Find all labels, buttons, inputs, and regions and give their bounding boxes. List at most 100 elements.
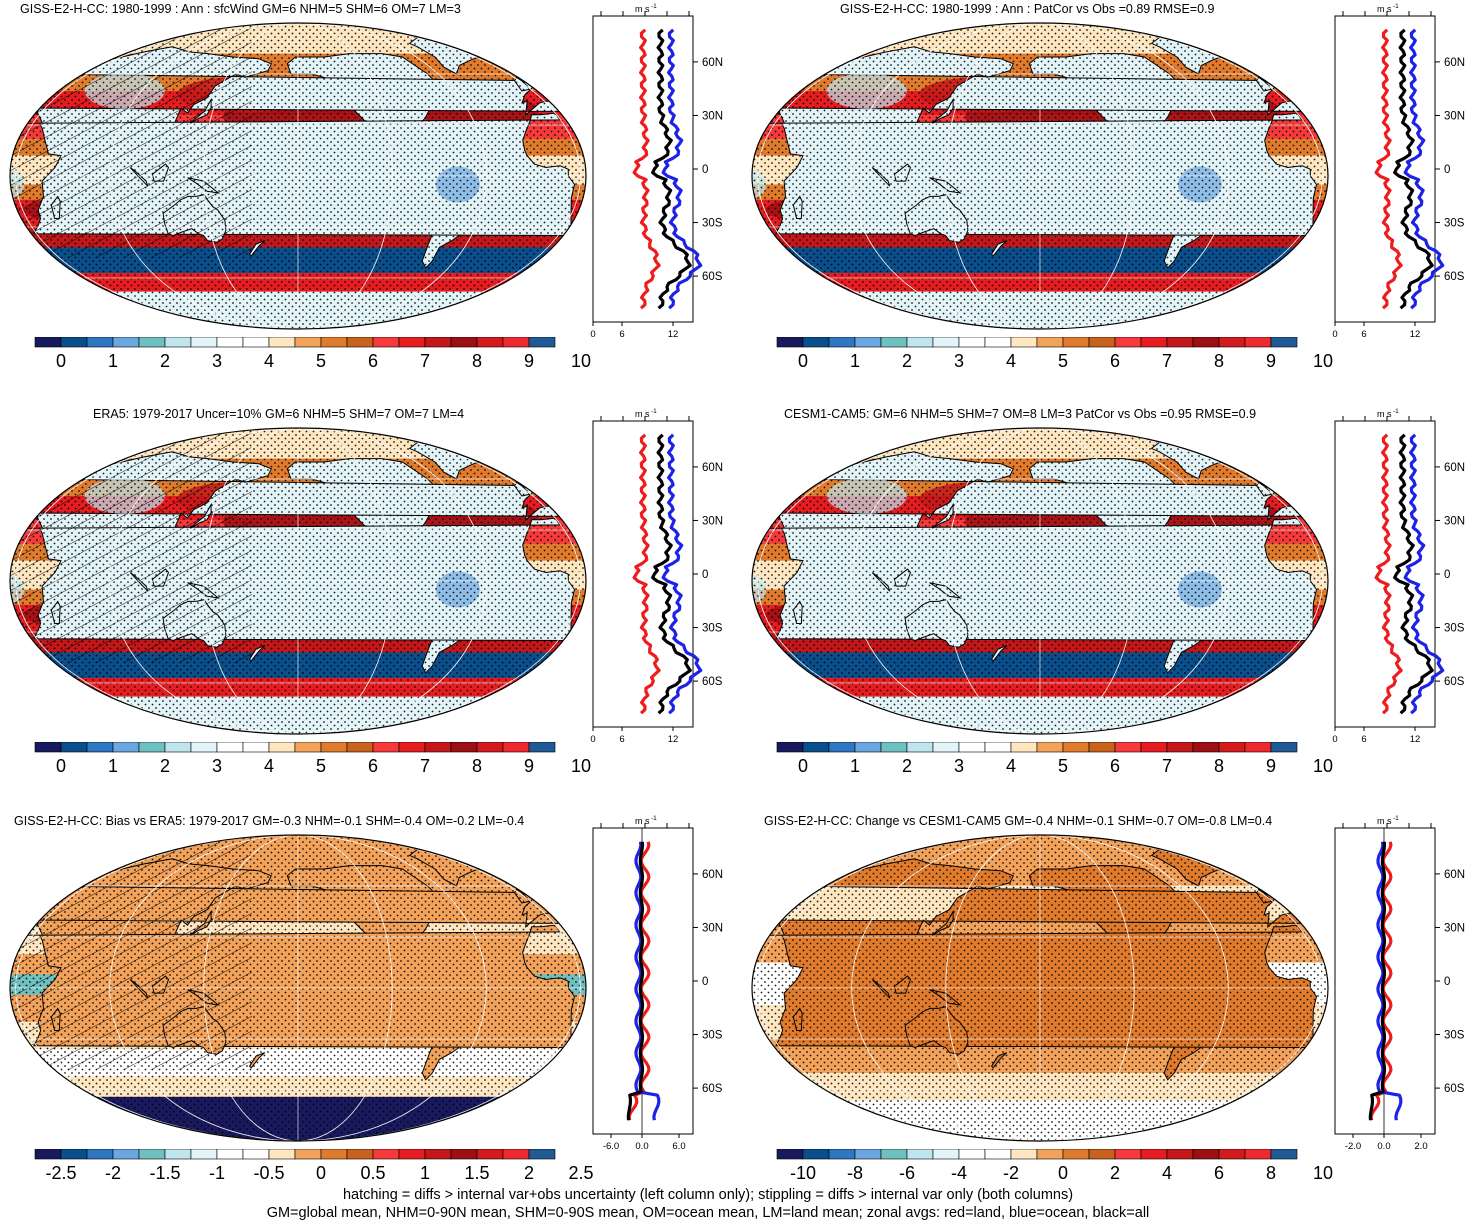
colorbar-cell [372, 1149, 400, 1160]
colorbar-cell [1244, 1149, 1272, 1160]
x-tick-label: 6 [619, 734, 624, 745]
colorbar-label: 2 [160, 756, 170, 776]
colorbar-label: -4 [951, 1163, 967, 1183]
colorbar: -10 -8 -6 -4 -2 0 2 4 6 8 10 [776, 1149, 1333, 1183]
colorbar-cell [112, 742, 140, 753]
colorbar-label: 2 [902, 756, 912, 776]
colorbar-cell [320, 337, 348, 348]
unit-label: m s [635, 816, 650, 826]
x-tick-label: 12 [1410, 329, 1421, 340]
colorbar-label: 1 [108, 351, 118, 371]
colorbar-cell [450, 337, 478, 348]
lat-tick-label: 60S [1444, 676, 1465, 688]
colorbar-cell [372, 337, 400, 348]
map-robinson [751, 22, 1329, 330]
colorbar-cell [1062, 1149, 1090, 1160]
panel-title: GISS-E2-H-CC: 1980-1999 : Ann : PatCor v… [840, 2, 1215, 16]
colorbar-label: 10 [1313, 351, 1333, 371]
colorbar-cell [34, 742, 62, 753]
lat-tick-label: 30N [1444, 110, 1465, 122]
colorbar-cell [958, 337, 986, 348]
colorbar-cell [268, 1149, 296, 1160]
colorbar-cell [1062, 742, 1090, 753]
map-border [9, 834, 587, 1142]
colorbar-cell [906, 742, 934, 753]
colorbar-label: 10 [571, 756, 591, 776]
map-field [10, 23, 586, 329]
graticule-meridian [15, 23, 581, 329]
colorbar-label: 0 [56, 756, 66, 776]
colorbar-cell [880, 337, 908, 348]
x-tick-label: 6 [1361, 329, 1366, 340]
colorbar-label: -0.5 [253, 1163, 284, 1183]
colorbar-cell [60, 337, 88, 348]
lat-tick-label: 60N [702, 869, 723, 881]
colorbar-cell [424, 742, 452, 753]
panel-change: GISS-E2-H-CC: Change vs CESM1-CAM5 GM=-0… [742, 812, 1483, 1217]
colorbar-label: 1.5 [464, 1163, 489, 1183]
graticule-meridian [851, 23, 1229, 329]
unit-exponent: -1 [1393, 815, 1399, 822]
map-robinson [751, 834, 1329, 1142]
graticule-meridian [757, 835, 1323, 1141]
colorbar-label: 2 [1110, 1163, 1120, 1183]
colorbar-cell [1218, 742, 1246, 753]
lat-tick-label: 60S [1444, 1083, 1465, 1095]
colorbar-cell [112, 1149, 140, 1160]
map-border [751, 22, 1329, 330]
colorbar-label: 1 [850, 756, 860, 776]
colorbar-label: 3 [212, 756, 222, 776]
zonal-curve-ocean [634, 841, 661, 1121]
unit-label: m s [635, 4, 650, 14]
lat-tick-label: 30S [1444, 218, 1465, 230]
colorbar-cell [1192, 742, 1220, 753]
colorbar: 0 1 2 3 4 5 6 7 8 9 10 [34, 337, 591, 371]
colorbar-label: -8 [847, 1163, 863, 1183]
colorbar-cell [932, 337, 960, 348]
colorbar-cell [1244, 742, 1272, 753]
x-tick-label: 2.0 [1414, 1141, 1427, 1152]
colorbar-cell [932, 742, 960, 753]
colorbar-cell [242, 742, 270, 753]
colorbar-cell [502, 742, 530, 753]
lat-tick-label: 60N [1444, 462, 1465, 474]
graticule-meridian [757, 23, 1323, 329]
colorbar-cell [86, 337, 114, 348]
zonal-mean-plot: 60N 30N 0 30S 60S m s -1 0 6 12 [590, 3, 723, 340]
colorbar-cell [372, 742, 400, 753]
colorbar-label: 0 [1058, 1163, 1068, 1183]
colorbar-cell [86, 742, 114, 753]
footer-caption-line2: GM=global mean, NHM=0-90N mean, SHM=0-90… [266, 1205, 1150, 1221]
colorbar-cell [1166, 742, 1194, 753]
lat-tick-label: 30N [1444, 922, 1465, 934]
zonal-curve-all [651, 28, 692, 310]
graticule-meridian [15, 428, 581, 734]
colorbar-cell [828, 337, 856, 348]
colorbar-cell [34, 1149, 62, 1160]
colorbar-cell [190, 742, 218, 753]
zonal-mean-plot: 60N 30N 0 30S 60S m s -1 0 6 12 [1332, 3, 1465, 340]
colorbar-cell [190, 337, 218, 348]
colorbar-cell [424, 337, 452, 348]
colorbar: 0 1 2 3 4 5 6 7 8 9 10 [776, 337, 1333, 371]
colorbar-cell [398, 1149, 426, 1160]
unit-exponent: -1 [1393, 408, 1399, 415]
panel-title: GISS-E2-H-CC: Bias vs ERA5: 1979-2017 GM… [14, 814, 525, 828]
colorbar-cell [164, 742, 192, 753]
colorbar: 0 1 2 3 4 5 6 7 8 9 10 [34, 742, 591, 776]
stippling [752, 23, 1328, 329]
colorbar-label: 6 [368, 756, 378, 776]
lat-tick-label: 60N [702, 57, 723, 69]
graticule-meridian [945, 23, 1135, 329]
zonal-curve-ocean [1403, 433, 1445, 715]
colorbar-label: 7 [1162, 351, 1172, 371]
colorbar-cell [502, 1149, 530, 1160]
x-tick-label: 0 [1332, 329, 1337, 340]
colorbar-label: 7 [420, 756, 430, 776]
colorbar-label: 4 [1006, 756, 1016, 776]
colorbar-cell [1010, 742, 1038, 753]
x-tick-label: 0 [1332, 734, 1337, 745]
colorbar-cell [294, 742, 322, 753]
panel-title: GISS-E2-H-CC: 1980-1999 : Ann : sfcWind … [20, 2, 461, 16]
stippling [752, 835, 1328, 1141]
